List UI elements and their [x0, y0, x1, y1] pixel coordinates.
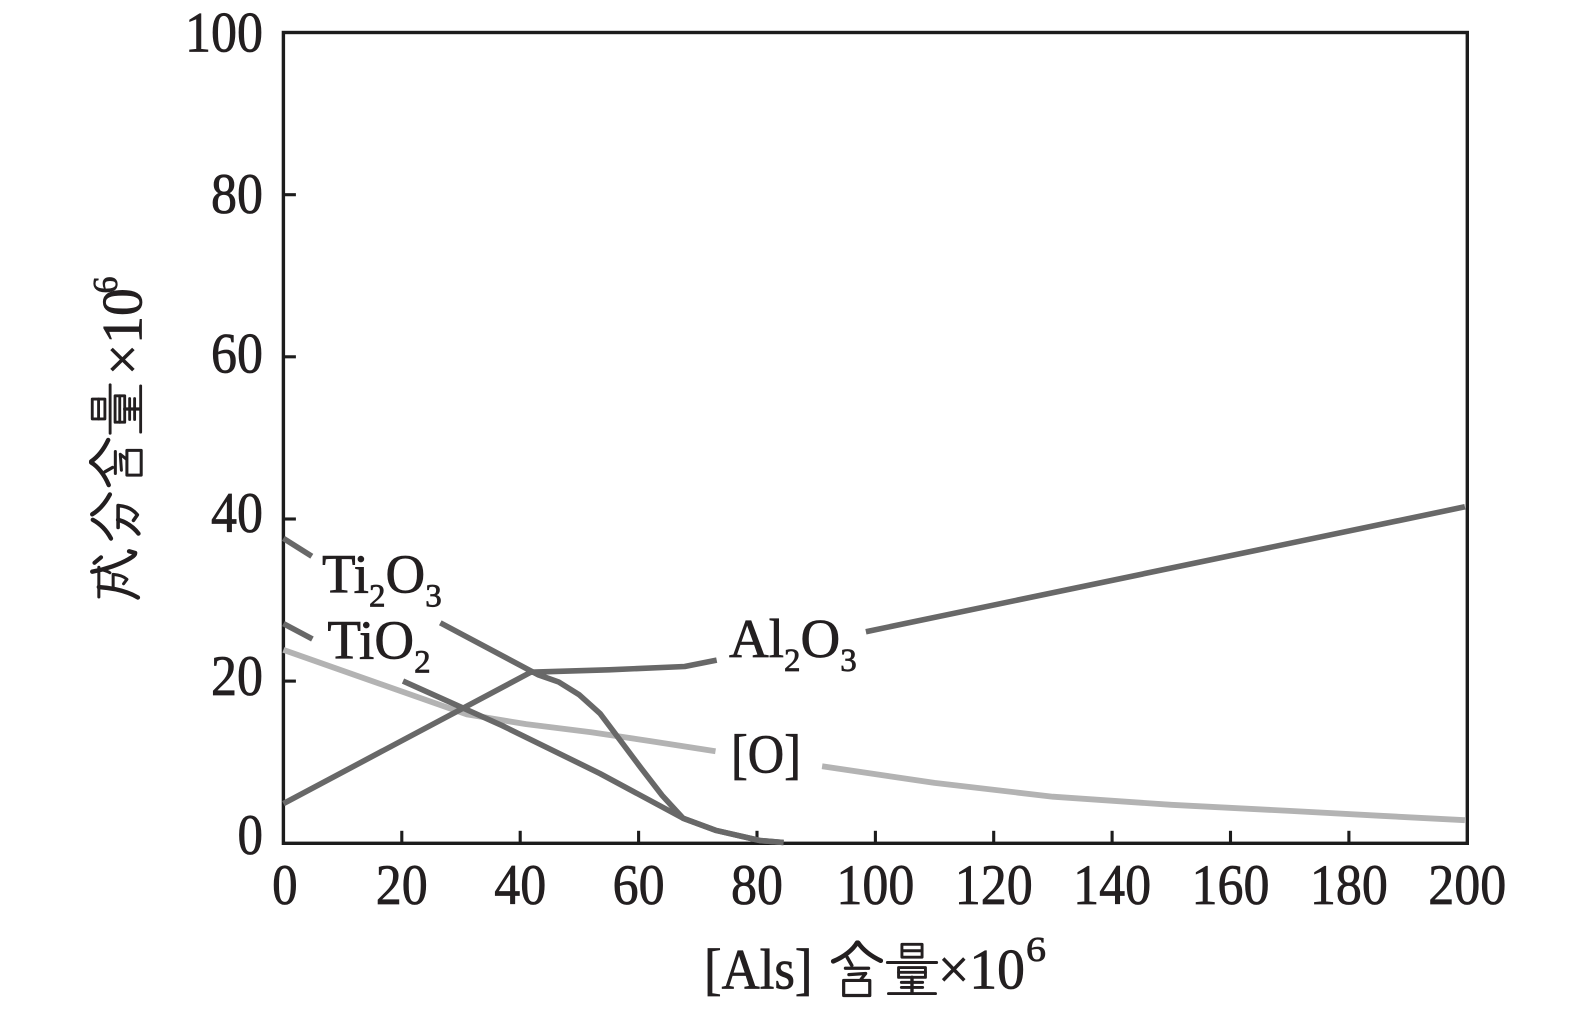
svg-text:200: 200 — [1428, 854, 1506, 917]
svg-text:120: 120 — [955, 854, 1033, 917]
svg-text:×10: ×10 — [92, 288, 155, 375]
svg-text:0: 0 — [272, 854, 298, 917]
svg-text:80: 80 — [731, 854, 783, 917]
svg-text:40: 40 — [211, 482, 263, 545]
svg-text:Al2O3: Al2O3 — [729, 608, 857, 679]
svg-text:[O]: [O] — [731, 723, 801, 784]
svg-text:20: 20 — [211, 645, 263, 708]
svg-text:20: 20 — [376, 854, 428, 917]
svg-text:6: 6 — [86, 277, 125, 294]
svg-text:180: 180 — [1310, 854, 1388, 917]
svg-text:80: 80 — [211, 163, 263, 226]
svg-text:140: 140 — [1073, 854, 1151, 917]
svg-text:×10: ×10 — [938, 939, 1025, 1002]
svg-text:100: 100 — [836, 854, 914, 917]
svg-text:160: 160 — [1192, 854, 1270, 917]
svg-text:TiO2: TiO2 — [327, 610, 430, 681]
svg-text:[Als]: [Als] — [704, 939, 813, 1002]
svg-text:40: 40 — [494, 854, 546, 917]
svg-text:60: 60 — [613, 854, 665, 917]
svg-text:0: 0 — [238, 804, 264, 867]
svg-text:6: 6 — [1026, 930, 1046, 969]
svg-text:100: 100 — [185, 2, 263, 65]
svg-text:60: 60 — [211, 322, 263, 385]
